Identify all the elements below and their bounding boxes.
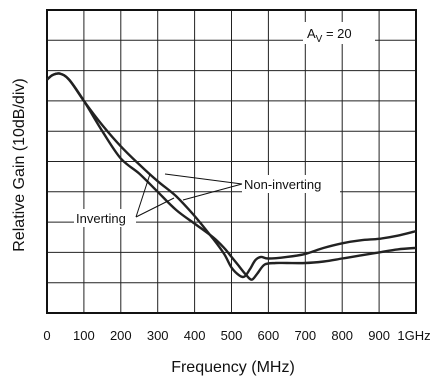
x-tick-label: 0	[43, 328, 50, 343]
series-line-non-inverting	[46, 72, 417, 279]
non-inverting-leader	[182, 183, 243, 201]
x-tick-label: 100	[73, 328, 95, 343]
x-tick-label: 600	[258, 328, 280, 343]
x-tick-label: 300	[147, 328, 169, 343]
gain-annotation-bg	[303, 22, 375, 44]
x-tick-label: 700	[294, 328, 316, 343]
inverting-label: Inverting	[76, 211, 126, 226]
y-axis-label: Relative Gain (10dB/div)	[11, 78, 28, 251]
gain-annotation: AV = 20	[307, 26, 352, 45]
x-tick-label: 1GHz	[397, 328, 430, 343]
x-tick-labels: 0 100 200 300 400 500 600 700 800 900 1GHz	[43, 328, 430, 343]
grid	[46, 9, 417, 314]
x-axis-label: Frequency (MHz)	[171, 359, 295, 376]
inverting-leader	[135, 173, 151, 218]
x-tick-label: 800	[331, 328, 353, 343]
x-tick-label: 900	[368, 328, 390, 343]
x-tick-label: 500	[221, 328, 243, 343]
non-inverting-label: Non-inverting	[244, 177, 321, 192]
x-tick-label: 200	[110, 328, 132, 343]
non-inverting-leader	[164, 173, 243, 185]
plot-frame	[46, 9, 417, 314]
series-layer	[46, 72, 417, 281]
inverting-leader	[135, 197, 175, 218]
inverting-label-bg	[74, 209, 136, 227]
annotation-layer: AV = 20 Non-inverting Inverting	[74, 22, 375, 227]
x-tick-label: 400	[184, 328, 206, 343]
non-inverting-label-bg	[242, 175, 340, 193]
series-line-inverting	[46, 72, 417, 281]
